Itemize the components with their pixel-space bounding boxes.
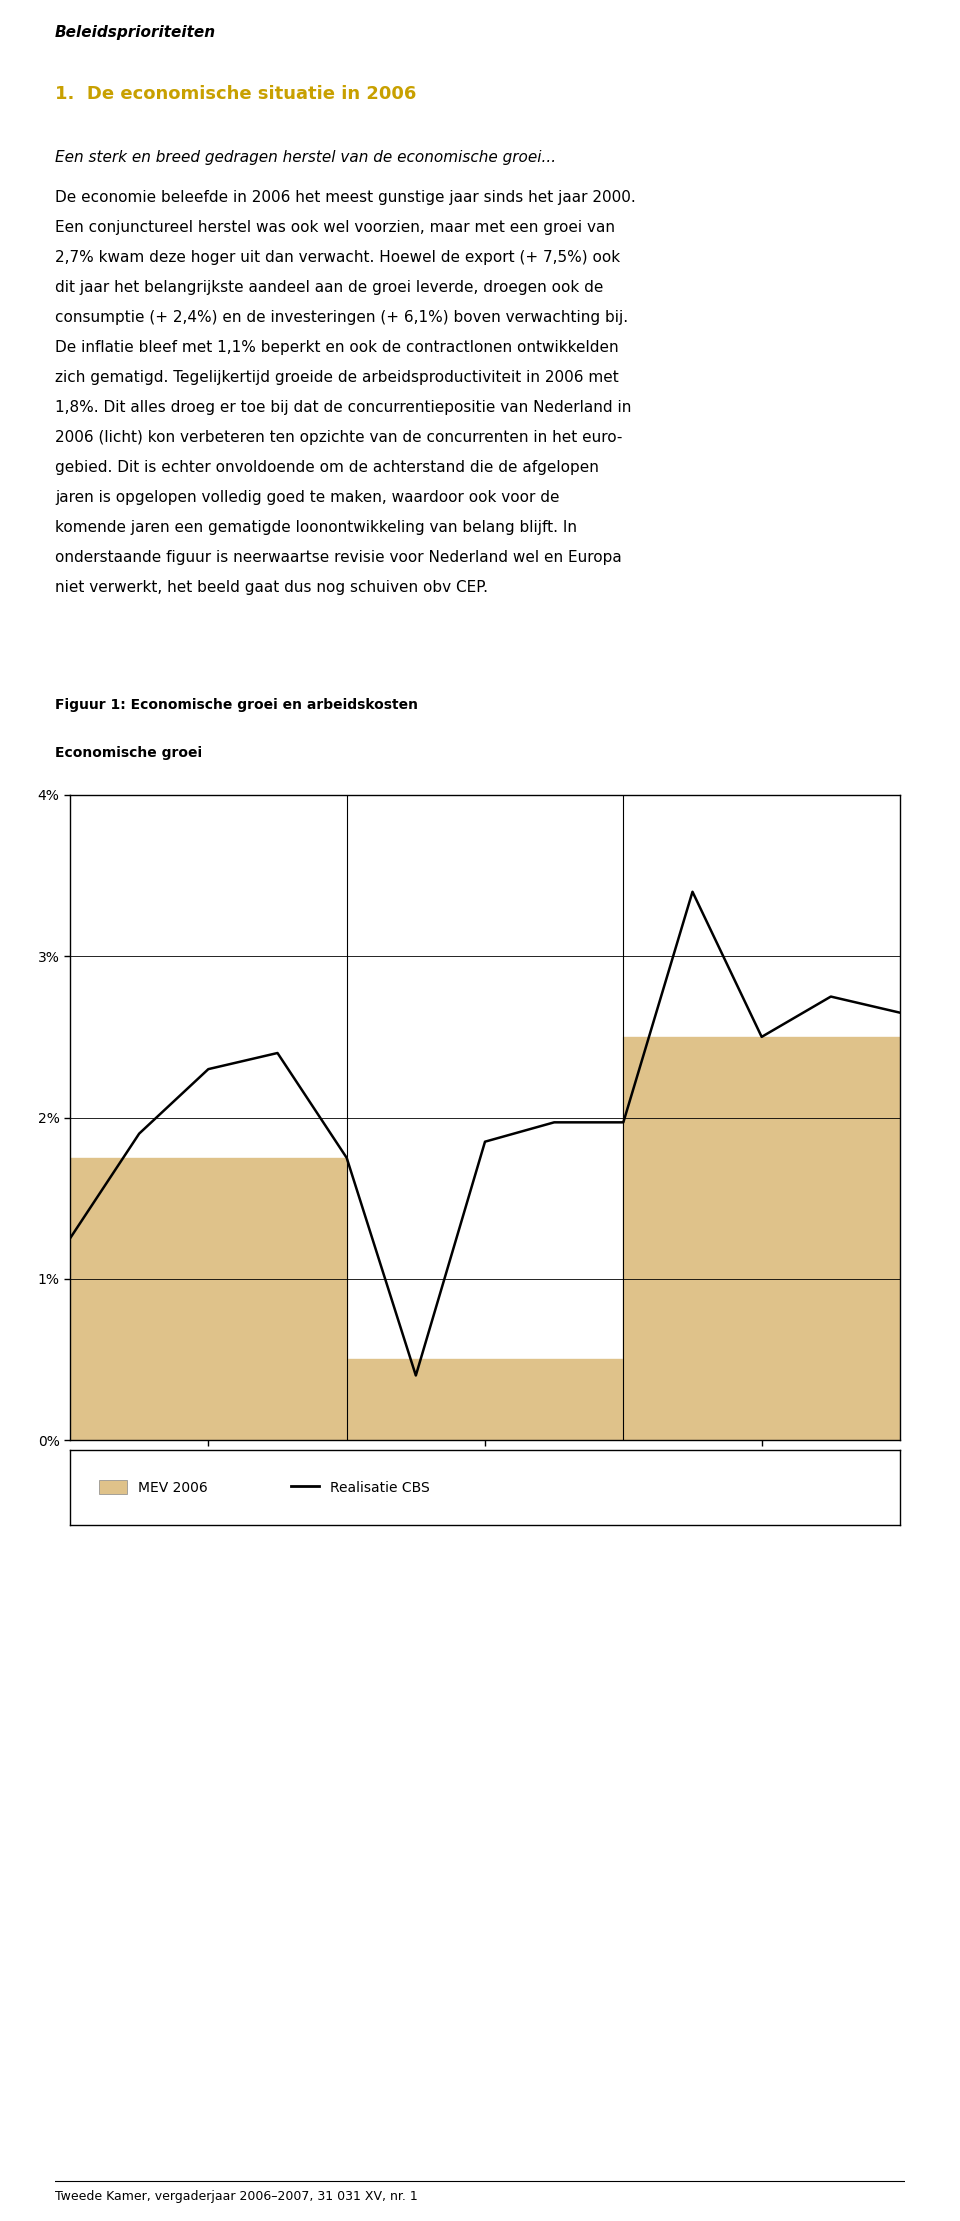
Text: Tweede Kamer, vergaderjaar 2006–2007, 31 031 XV, nr. 1: Tweede Kamer, vergaderjaar 2006–2007, 31… (55, 2190, 418, 2203)
Text: zich gematigd. Tegelijkertijd groeide de arbeidsproductiviteit in 2006 met: zich gematigd. Tegelijkertijd groeide de… (55, 371, 619, 384)
Text: jaren is opgelopen volledig goed te maken, waardoor ook voor de: jaren is opgelopen volledig goed te make… (55, 491, 560, 504)
Text: De economie beleefde in 2006 het meest gunstige jaar sinds het jaar 2000.: De economie beleefde in 2006 het meest g… (55, 191, 636, 204)
Text: dit jaar het belangrijkste aandeel aan de groei leverde, droegen ook de: dit jaar het belangrijkste aandeel aan d… (55, 280, 604, 295)
Text: gebied. Dit is echter onvoldoende om de achterstand die de afgelopen: gebied. Dit is echter onvoldoende om de … (55, 460, 599, 475)
Text: consumptie (+ 2,4%) en de investeringen (+ 6,1%) boven verwachting bij.: consumptie (+ 2,4%) en de investeringen … (55, 311, 628, 324)
Text: komende jaren een gematigde loonontwikkeling van belang blijft. In: komende jaren een gematigde loonontwikke… (55, 520, 577, 535)
Text: Een sterk en breed gedragen herstel van de economische groei...: Een sterk en breed gedragen herstel van … (55, 151, 556, 164)
Text: 1.  De economische situatie in 2006: 1. De economische situatie in 2006 (55, 84, 417, 102)
Text: Een conjunctureel herstel was ook wel voorzien, maar met een groei van: Een conjunctureel herstel was ook wel vo… (55, 220, 615, 235)
Text: 2006 (licht) kon verbeteren ten opzichte van de concurrenten in het euro-: 2006 (licht) kon verbeteren ten opzichte… (55, 431, 622, 444)
Text: De inflatie bleef met 1,1% beperkt en ook de contractlonen ontwikkelden: De inflatie bleef met 1,1% beperkt en oo… (55, 340, 618, 355)
Text: Beleidsprioriteiten: Beleidsprioriteiten (55, 24, 216, 40)
Text: Economische groei: Economische groei (55, 746, 203, 760)
Text: Figuur 1: Economische groei en arbeidskosten: Figuur 1: Economische groei en arbeidsko… (55, 697, 418, 713)
Text: 2,7% kwam deze hoger uit dan verwacht. Hoewel de export (+ 7,5%) ook: 2,7% kwam deze hoger uit dan verwacht. H… (55, 251, 620, 264)
Legend: MEV 2006, Realisatie CBS: MEV 2006, Realisatie CBS (93, 1475, 435, 1501)
Text: 1,8%. Dit alles droeg er toe bij dat de concurrentiepositie van Nederland in: 1,8%. Dit alles droeg er toe bij dat de … (55, 400, 632, 415)
Text: niet verwerkt, het beeld gaat dus nog schuiven obv CEP.: niet verwerkt, het beeld gaat dus nog sc… (55, 580, 488, 595)
Text: onderstaande figuur is neerwaartse revisie voor Nederland wel en Europa: onderstaande figuur is neerwaartse revis… (55, 551, 622, 564)
